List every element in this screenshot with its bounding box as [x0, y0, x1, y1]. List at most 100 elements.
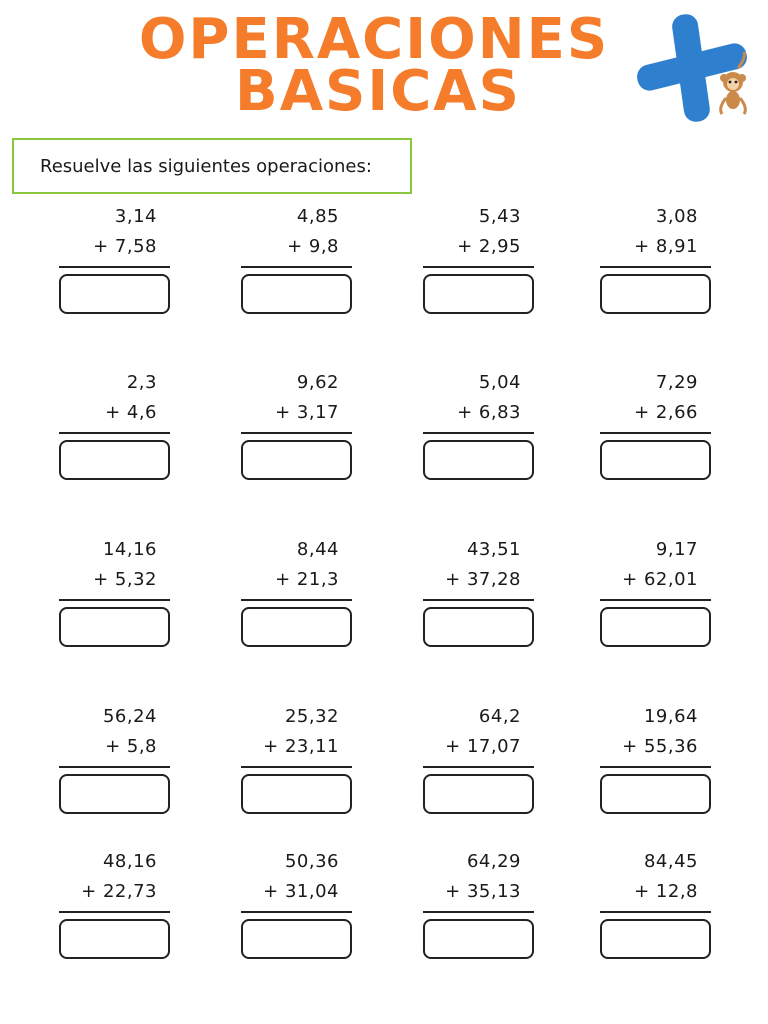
problem: 56,24 + 5,8: [59, 706, 171, 818]
problem: 8,44 + 21,3: [241, 539, 353, 651]
answer-box[interactable]: [600, 774, 711, 814]
addend-2: + 17,07: [445, 736, 521, 757]
problem: 64,29 + 35,13: [423, 851, 535, 963]
problem: 4,85 + 9,8: [241, 206, 353, 318]
answer-box[interactable]: [600, 440, 711, 480]
answer-box[interactable]: [59, 440, 170, 480]
sum-line: [423, 911, 534, 913]
addend-2: + 8,91: [634, 236, 698, 257]
sum-line: [59, 266, 170, 268]
addend-1: 2,3: [126, 372, 157, 393]
problem: 43,51 + 37,28: [423, 539, 535, 651]
addend-2: + 55,36: [622, 736, 698, 757]
addend-1: 64,29: [466, 851, 521, 872]
addend-1: 25,32: [284, 706, 339, 727]
addend-1: 9,17: [655, 539, 698, 560]
addend-1: 3,14: [114, 206, 157, 227]
answer-box[interactable]: [423, 440, 534, 480]
addend-2: + 12,8: [634, 881, 698, 902]
answer-box[interactable]: [423, 607, 534, 647]
answer-box[interactable]: [241, 440, 352, 480]
addend-1: 8,44: [296, 539, 339, 560]
page-title-line-1: OPERACIONES: [138, 7, 610, 72]
answer-box[interactable]: [59, 607, 170, 647]
answer-box[interactable]: [59, 774, 170, 814]
instructions-text: Resuelve las siguientes operaciones:: [40, 156, 372, 177]
problem: 25,32 + 23,11: [241, 706, 353, 818]
answer-box[interactable]: [423, 919, 534, 959]
addend-2: + 31,04: [263, 881, 339, 902]
addend-2: + 7,58: [93, 236, 157, 257]
addend-2: + 35,13: [445, 881, 521, 902]
problem: 9,17 + 62,01: [600, 539, 712, 651]
instructions-box: Resuelve las siguientes operaciones:: [12, 138, 412, 194]
sum-line: [423, 266, 534, 268]
addend-1: 9,62: [296, 372, 339, 393]
sum-line: [423, 432, 534, 434]
sum-line: [241, 599, 352, 601]
addend-1: 43,51: [466, 539, 521, 560]
addend-2: + 5,32: [93, 569, 157, 590]
sum-line: [241, 766, 352, 768]
answer-box[interactable]: [600, 274, 711, 314]
answer-box[interactable]: [59, 274, 170, 314]
addend-2: + 6,83: [457, 402, 521, 423]
sum-line: [241, 266, 352, 268]
answer-box[interactable]: [241, 607, 352, 647]
answer-box[interactable]: [59, 919, 170, 959]
addend-2: + 22,73: [81, 881, 157, 902]
sum-line: [241, 911, 352, 913]
answer-box[interactable]: [241, 774, 352, 814]
problem: 7,29 + 2,66: [600, 372, 712, 484]
problem: 50,36 + 31,04: [241, 851, 353, 963]
addend-1: 84,45: [643, 851, 698, 872]
problem: 64,2 + 17,07: [423, 706, 535, 818]
answer-box[interactable]: [241, 919, 352, 959]
addend-2: + 62,01: [622, 569, 698, 590]
sum-line: [59, 766, 170, 768]
answer-box[interactable]: [423, 774, 534, 814]
addend-1: 64,2: [478, 706, 521, 727]
addend-2: + 21,3: [275, 569, 339, 590]
problem: 19,64 + 55,36: [600, 706, 712, 818]
addend-2: + 5,8: [105, 736, 157, 757]
addend-2: + 4,6: [105, 402, 157, 423]
sum-line: [600, 766, 711, 768]
sum-line: [423, 599, 534, 601]
addend-1: 5,43: [478, 206, 521, 227]
addend-1: 50,36: [284, 851, 339, 872]
sum-line: [59, 432, 170, 434]
answer-box[interactable]: [423, 274, 534, 314]
plus-icon: [637, 14, 747, 122]
addend-1: 3,08: [655, 206, 698, 227]
problem: 5,04 + 6,83: [423, 372, 535, 484]
problem: 2,3 + 4,6: [59, 372, 171, 484]
problem: 48,16 + 22,73: [59, 851, 171, 963]
sum-line: [59, 911, 170, 913]
monkey-icon: [719, 51, 747, 115]
sum-line: [423, 766, 534, 768]
problem: 3,14 + 7,58: [59, 206, 171, 318]
addend-2: + 9,8: [287, 236, 339, 257]
problem: 3,08 + 8,91: [600, 206, 712, 318]
addend-1: 5,04: [478, 372, 521, 393]
sum-line: [600, 599, 711, 601]
sum-line: [241, 432, 352, 434]
addend-1: 4,85: [296, 206, 339, 227]
addend-2: + 37,28: [445, 569, 521, 590]
problem: 9,62 + 3,17: [241, 372, 353, 484]
answer-box[interactable]: [241, 274, 352, 314]
page-title-line-2: BASICAS: [235, 59, 521, 124]
addend-2: + 3,17: [275, 402, 339, 423]
problem: 84,45 + 12,8: [600, 851, 712, 963]
sum-line: [600, 911, 711, 913]
addend-2: + 2,66: [634, 402, 698, 423]
answer-box[interactable]: [600, 607, 711, 647]
sum-line: [600, 266, 711, 268]
answer-box[interactable]: [600, 919, 711, 959]
problem: 5,43 + 2,95: [423, 206, 535, 318]
addend-1: 19,64: [643, 706, 698, 727]
logo: [628, 8, 758, 126]
problem: 14,16 + 5,32: [59, 539, 171, 651]
addend-1: 7,29: [655, 372, 698, 393]
